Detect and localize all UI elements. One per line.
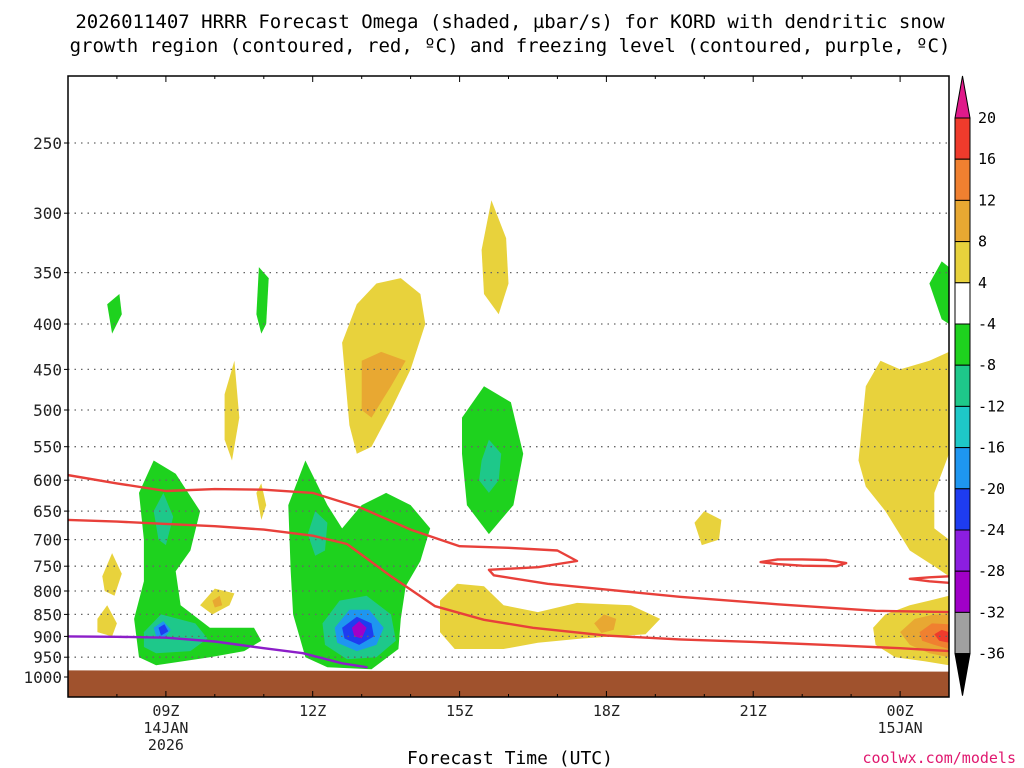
y-tick-label-500: 500 <box>33 401 62 420</box>
colorbar-box-7 <box>954 364 971 407</box>
y-tick-label-400: 400 <box>33 315 62 334</box>
y-tick-label-250: 250 <box>33 134 62 153</box>
y-tick-label-850: 850 <box>33 605 62 624</box>
colorbar-label-10: -24 <box>978 521 1005 539</box>
chart-title-line2: growth region (contoured, red, ºC) and f… <box>70 35 951 57</box>
omega-region-darkblue-core-09z <box>158 624 169 636</box>
y-tick-label-550: 550 <box>33 438 62 457</box>
y-tick-label-350: 350 <box>33 264 62 283</box>
credit-link[interactable]: coolwx.com/models <box>862 749 1016 767</box>
omega-region-green-column-12z <box>288 460 431 670</box>
omega-region-yellow-band-15z-19z <box>440 583 661 649</box>
y-tick-label-300: 300 <box>33 204 62 223</box>
colorbar-label-2: 12 <box>978 191 996 209</box>
colorbar-label-6: -8 <box>978 356 996 374</box>
colorbar-label-5: -4 <box>978 315 996 333</box>
colorbar-label-9: -20 <box>978 480 1005 498</box>
dgz-closed-contour-21z <box>759 558 848 568</box>
colorbar-label-12: -32 <box>978 603 1005 621</box>
x-tick-label-18Z: 18Z <box>593 702 620 720</box>
y-tick-label-950: 950 <box>33 648 62 667</box>
colorbar-label-8: -16 <box>978 439 1005 457</box>
omega-region-yellow-east-upper <box>858 351 949 577</box>
chart-title-line1: 2026011407 HRRR Forecast Omega (shaded, … <box>75 11 945 33</box>
dgz-lower-contour <box>68 518 949 653</box>
x-tick-label-15JAN: 15JAN <box>878 719 923 737</box>
omega-region-teal-column-12z-upper <box>307 511 328 556</box>
plot-background <box>68 76 949 697</box>
colorbar-box-8 <box>954 405 971 449</box>
colorbar-box-10 <box>954 488 971 531</box>
plot-area <box>67 75 950 698</box>
x-tick-label-21Z: 21Z <box>740 702 767 720</box>
omega-colorbar: 20 16 12 8 4 -4 -8 -12 -16 -20 -24 -28 -32 -36 <box>954 75 1005 696</box>
y-tick-label-900: 900 <box>33 627 62 646</box>
omega-region-yellow-cell-08z-lower <box>97 605 117 637</box>
omega-region-teal-column-09z-upper <box>153 492 174 546</box>
colorbar-label-1: 16 <box>978 150 996 168</box>
omega-region-magenta-east-core <box>934 629 949 643</box>
omega-region-purple-core-13z <box>351 621 367 639</box>
colorbar-box-9 <box>954 447 971 490</box>
y-tick-label-750: 750 <box>33 557 62 576</box>
colorbar-bottom-arrow <box>954 653 971 696</box>
omega-region-green-cell-09z-upper <box>107 294 122 334</box>
colorbar-box-5 <box>954 282 971 325</box>
colorbar-label-7: -12 <box>978 397 1005 415</box>
colorbar-box-6 <box>954 323 971 366</box>
terrain-surface <box>68 670 949 697</box>
omega-region-red-east-low <box>919 623 949 649</box>
colorbar-box-11 <box>954 529 971 572</box>
colorbar-box-4 <box>954 241 971 284</box>
colorbar-label-13: -36 <box>978 645 1005 663</box>
x-tick-label-00Z: 00Z <box>887 702 914 720</box>
colorbar-box-13 <box>954 611 971 655</box>
omega-region-orange-dot-18z <box>594 614 617 633</box>
x-tick-label-15Z: 15Z <box>446 702 473 720</box>
omega-region-green-cell-11z-upper <box>256 267 269 334</box>
x-tick-label-2026: 2026 <box>148 736 184 754</box>
omega-region-orange-core-13z <box>361 351 406 418</box>
freezing-level-contour <box>68 635 368 669</box>
dgz-east-contour <box>908 575 949 584</box>
colorbar-label-0: 20 <box>978 109 996 127</box>
colorbar-box-3 <box>954 199 971 243</box>
dgz-upper-contour <box>68 473 949 614</box>
colorbar-box-12 <box>954 570 971 613</box>
x-tick-label-09Z: 09Z <box>152 702 179 720</box>
y-tick-label-800: 800 <box>33 582 62 601</box>
y-tick-label-700: 700 <box>33 531 62 550</box>
colorbar-top-arrow <box>954 75 971 119</box>
y-tick-label-600: 600 <box>33 471 62 490</box>
y-tick-label-650: 650 <box>33 502 62 521</box>
y-axis: 250 300 350 400 450 500 550 600 650 700 750 800 850 9… <box>23 134 68 687</box>
omega-region-yellow-cell-08z-low <box>102 553 122 596</box>
colorbar-box-2 <box>954 158 971 201</box>
x-tick-label-14JAN: 14JAN <box>143 719 188 737</box>
plot-content <box>68 76 949 697</box>
colorbar-box-1 <box>954 117 971 160</box>
omega-region-orange-dot-10z <box>212 595 223 608</box>
omega-region-yellow-cell-20z <box>694 511 722 546</box>
y-tick-label-450: 450 <box>33 360 62 379</box>
colorbar-label-4: 4 <box>978 274 987 292</box>
omega-region-yellow-cell-16z-upper <box>481 200 509 315</box>
colorbar-label-11: -28 <box>978 562 1005 580</box>
omega-region-green-cell-east-upper <box>929 261 949 324</box>
x-tick-label-12Z: 12Z <box>299 702 326 720</box>
y-tick-label-1000: 1000 <box>23 668 62 687</box>
x-axis-label: Forecast Time (UTC) <box>407 748 613 768</box>
colorbar-label-3: 8 <box>978 233 987 251</box>
